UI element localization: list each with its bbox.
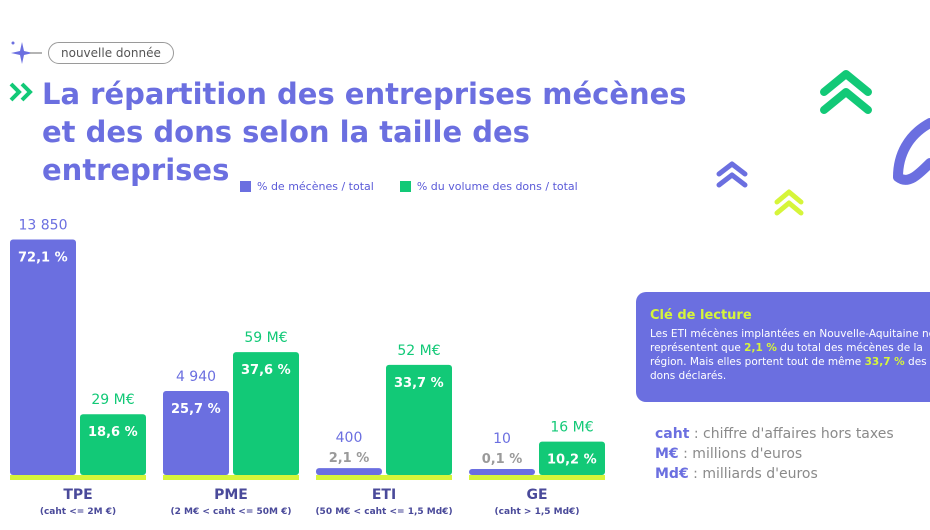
abbreviations-list: caht : chiffre d'affaires hors taxes M€ …: [655, 424, 894, 484]
legend-item-mecenes: % de mécènes / total: [240, 180, 374, 193]
x-tick-sublabel: (caht <= 2M €): [40, 507, 116, 517]
abbr-term: caht: [655, 426, 690, 442]
legend-item-dons: % du volume des dons / total: [399, 180, 578, 193]
top-label: 10: [493, 431, 511, 447]
purple-chevron-decoration-icon: [716, 161, 748, 188]
top-label: 400: [336, 430, 363, 446]
data-label: 33,7 %: [394, 376, 444, 391]
x-tick-sublabel: (50 M€ < caht <= 1,5 Md€): [315, 507, 452, 517]
abbr-term: Md€: [655, 466, 689, 482]
legend-swatch-green: [399, 181, 411, 192]
abbr-row: M€ : millions d'euros: [655, 444, 894, 464]
data-label: 72,1 %: [18, 250, 68, 265]
bar: [10, 239, 76, 475]
sparkle-icon: [11, 41, 42, 64]
abbr-row: caht : chiffre d'affaires hors taxes: [655, 424, 894, 444]
x-tick-label: PME: [214, 487, 248, 503]
legend-label-dons: % du volume des dons / total: [416, 180, 578, 193]
baseline: [316, 475, 452, 480]
title-line-1: La répartition des entreprises mécènes: [42, 77, 687, 111]
x-tick-sublabel: (2 M€ < caht <= 50M €): [171, 507, 292, 517]
key-text-part2: du total des mécènes de la région. Mais …: [650, 342, 923, 368]
top-label: 52 M€: [397, 343, 440, 359]
reading-key-box: Clé de lecture Les ETI mécènes implantée…: [636, 292, 930, 402]
reading-key-title: Clé de lecture: [650, 308, 752, 323]
data-label: 0,1 %: [482, 452, 523, 467]
bar: [469, 469, 535, 475]
bar: [386, 364, 452, 475]
data-label: 2,1 %: [329, 451, 370, 466]
abbr-definition: : chiffre d'affaires hors taxes: [689, 426, 894, 442]
x-tick-label: TPE: [63, 487, 92, 503]
data-label: 10,2 %: [547, 453, 597, 468]
bar: [80, 414, 146, 475]
abbr-row: Md€ : milliards d'euros: [655, 464, 894, 484]
legend-label-mecenes: % de mécènes / total: [257, 180, 374, 193]
data-label: 37,6 %: [241, 363, 291, 378]
abbr-definition: : milliards d'euros: [688, 466, 818, 482]
x-tick-label: GE: [526, 487, 547, 503]
reading-key-text: Les ETI mécènes implantées en Nouvelle-A…: [650, 327, 930, 383]
key-text-part3: des dons déclarés.: [650, 356, 927, 382]
x-tick-sublabel: (caht > 1,5 Md€): [495, 507, 580, 517]
top-label: 16 M€: [550, 420, 593, 436]
baseline: [469, 475, 605, 480]
new-data-badge: nouvelle donnée: [48, 42, 174, 64]
title-line-2: et des dons selon la taille des entrepri…: [42, 115, 530, 187]
top-label: 59 M€: [244, 330, 287, 346]
top-label: 29 M€: [91, 392, 134, 408]
top-label: 4 940: [176, 369, 216, 385]
tagline: nouvelle donnée: [8, 38, 174, 68]
page-title: La répartition des entreprises mécènes e…: [42, 75, 702, 189]
key-highlight-2: 33,7 %: [864, 356, 905, 368]
baseline: [10, 475, 146, 480]
bar: [316, 468, 382, 475]
chart-legend: % de mécènes / total % du volume des don…: [240, 180, 578, 193]
double-chevron-icon: [9, 82, 33, 102]
bar: [163, 391, 229, 475]
purple-arc-decoration-icon: [893, 118, 930, 185]
abbr-definition: : millions d'euros: [678, 446, 803, 462]
top-label: 13 850: [19, 217, 68, 233]
green-chevron-decoration-icon: [820, 70, 872, 114]
data-label: 25,7 %: [171, 402, 221, 417]
key-text-part1: Les ETI mécènes implantées en Nouvelle-A…: [650, 328, 930, 354]
key-highlight-1: 2,1 %: [744, 342, 777, 354]
lime-chevron-decoration-icon: [774, 189, 804, 216]
bar: [539, 441, 605, 475]
abbr-term: M€: [655, 446, 679, 462]
baseline: [163, 475, 299, 480]
data-label: 18,6 %: [88, 425, 138, 440]
bar: [233, 352, 299, 475]
x-tick-label: ETI: [372, 487, 396, 503]
legend-swatch-purple: [240, 181, 251, 192]
bar-chart: 72,1 % 13 850 18,6 % 29 M€ TPE (caht <= 2M €)…: [10, 217, 605, 517]
